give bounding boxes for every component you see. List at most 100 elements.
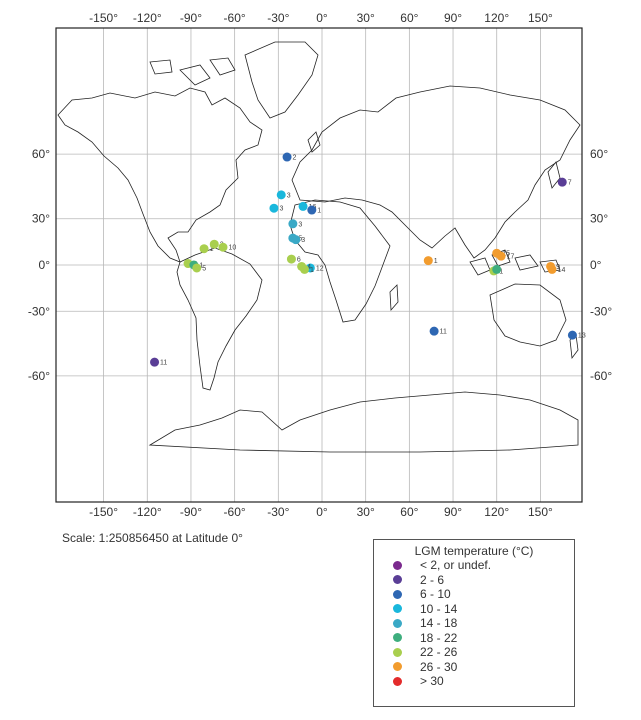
lon-tick-label-top: -90°	[180, 11, 202, 25]
lon-tick-label-bottom: 90°	[444, 505, 462, 519]
legend-label: 26 - 30	[420, 659, 458, 674]
legend-item: 2 - 6	[374, 573, 574, 588]
lon-tick-label-top: -150°	[89, 11, 118, 25]
site-number-label: 7	[568, 180, 572, 187]
site-number-label: 17	[507, 254, 515, 261]
legend-item: 22 - 26	[374, 645, 574, 660]
site-number-label: 5	[202, 265, 206, 272]
lat-tick-label-right: 60°	[590, 147, 608, 161]
lat-tick-label-right: 30°	[590, 212, 608, 226]
site-number-label: 1	[199, 263, 203, 270]
legend-title: LGM temperature (°C)	[414, 544, 534, 558]
map-border	[55, 27, 583, 503]
legend-item: < 2, or undef.	[374, 558, 574, 573]
site-number-label: 1	[310, 267, 314, 274]
site-number-label: 3	[279, 206, 283, 213]
site-number-label: 1	[434, 258, 438, 265]
lon-tick-label-bottom: 120°	[484, 505, 509, 519]
legend-label: 18 - 22	[420, 630, 458, 645]
site-marker	[199, 244, 209, 254]
site-marker	[429, 326, 439, 336]
site-number-label: 11	[160, 360, 167, 367]
lat-tick-label-right: -30°	[590, 304, 612, 318]
site-number-label: 6	[297, 257, 301, 264]
legend-swatch	[393, 662, 402, 672]
site-number-label: 12	[316, 265, 324, 272]
lat-tick-label-right: 0°	[590, 258, 602, 272]
legend-label: > 30	[420, 674, 444, 689]
site-marker	[269, 203, 279, 213]
legend-swatch	[393, 633, 402, 643]
lon-tick-label-top: 150°	[528, 11, 553, 25]
legend-label: 2 - 6	[420, 572, 445, 587]
site-number-label: 5	[298, 236, 302, 243]
lon-tick-label-top: -30°	[267, 11, 289, 25]
legend-swatch	[393, 647, 402, 657]
legend-item: > 30	[374, 674, 574, 689]
axis-tick-labels: -150° -150° -120° -120° -90° -90° -60° -60° -30°…	[28, 11, 613, 519]
site-marker	[288, 219, 298, 229]
site-marker	[298, 201, 308, 211]
site-marker	[492, 264, 502, 274]
site-marker	[282, 152, 292, 162]
site-number-label: 1	[210, 246, 214, 253]
legend-item: 6 - 10	[374, 587, 574, 602]
legend-label: 22 - 26	[420, 645, 458, 660]
site-number-label: 3	[287, 192, 291, 199]
site-marker	[209, 239, 219, 249]
lon-tick-label-bottom: 0°	[316, 505, 328, 519]
site-number-label: 4	[307, 264, 311, 271]
legend-item: 10 - 14	[374, 602, 574, 617]
legend-swatch	[393, 560, 402, 570]
lon-tick-label-bottom: -150°	[89, 505, 118, 519]
site-number-label: 15	[502, 251, 510, 258]
lon-tick-label-top: 30°	[357, 11, 375, 25]
graticule	[56, 28, 582, 502]
site-marker	[557, 177, 567, 187]
lon-tick-label-top: 90°	[444, 11, 462, 25]
site-marker	[291, 235, 301, 245]
lon-tick-label-top: -120°	[133, 11, 162, 25]
legend-swatch	[393, 676, 402, 686]
site-number-label: 1	[317, 208, 321, 215]
site-number-label: 3	[301, 237, 305, 244]
site-number-label: 3	[298, 221, 302, 228]
legend-swatch	[393, 604, 402, 614]
legend-item: 18 - 22	[374, 631, 574, 646]
site-marker	[567, 330, 577, 340]
lon-tick-label-top: -60°	[224, 11, 246, 25]
lon-tick-label-top: 120°	[484, 11, 509, 25]
lon-tick-label-bottom: -120°	[133, 505, 162, 519]
lon-tick-label-top: 0°	[316, 11, 328, 25]
site-marker	[286, 254, 296, 264]
lat-tick-label-left: -30°	[28, 304, 50, 318]
legend-label: 6 - 10	[420, 587, 451, 602]
lat-tick-label-left: 30°	[32, 212, 50, 226]
legend-swatch	[393, 589, 402, 599]
coastlines	[57, 41, 581, 453]
legend-label: 10 - 14	[420, 601, 458, 616]
site-marker	[276, 190, 286, 200]
legend-label: < 2, or undef.	[420, 558, 492, 573]
lon-tick-label-bottom: -90°	[180, 505, 202, 519]
lon-tick-label-bottom: 150°	[528, 505, 553, 519]
map-scale-text: Scale: 1:250856450 at Latitude 0°	[62, 531, 243, 545]
site-marker	[307, 205, 317, 215]
site-number-label: 13	[578, 333, 586, 340]
site-marker	[218, 242, 228, 252]
site-markers: 2711111333161353126411210915115171914	[150, 152, 586, 367]
lon-tick-label-bottom: 30°	[357, 505, 375, 519]
site-number-label: 10	[228, 245, 236, 252]
site-number-label: 14	[558, 267, 566, 274]
legend-label: 14 - 18	[420, 616, 458, 631]
site-number-label: 11	[440, 329, 447, 336]
site-marker	[150, 357, 160, 367]
legend: LGM temperature (°C) < 2, or undef. 2 - 6…	[373, 539, 575, 707]
site-number-label: 1	[499, 268, 503, 275]
site-marker	[192, 263, 202, 273]
site-marker	[547, 264, 557, 274]
lon-tick-label-bottom: 60°	[400, 505, 418, 519]
site-number-label: 2	[293, 155, 297, 162]
